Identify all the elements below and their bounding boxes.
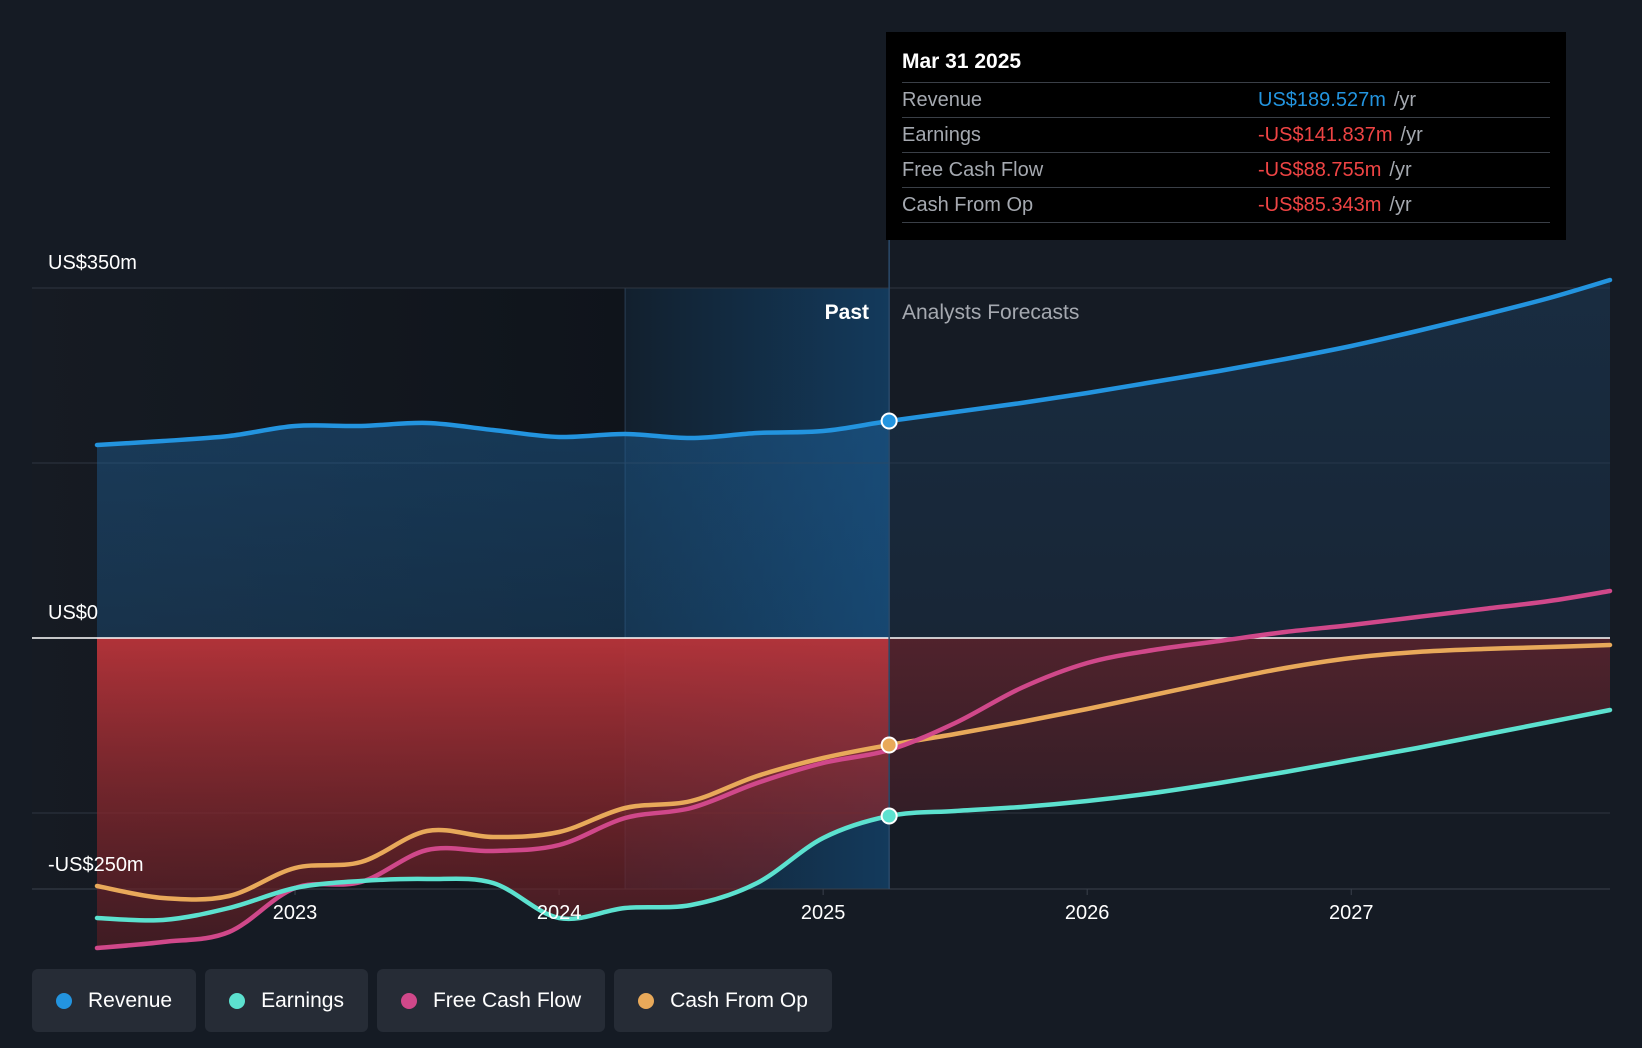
tooltip-date: Mar 31 2025 (902, 50, 1022, 73)
tooltip-row-value: US$189.527m (1258, 89, 1386, 111)
tooltip-row-label: Revenue (902, 89, 983, 111)
negative-area-forecast (889, 638, 1610, 817)
x-tick-label: 2026 (1064, 902, 1110, 924)
legend-item-revenue[interactable]: Revenue (32, 969, 197, 1032)
tooltip: Mar 31 2025 Revenue US$189.527m/yr Earning… (886, 32, 1566, 240)
legend-label: Cash From Op (670, 988, 808, 1012)
cash-from-op-line (94, 642, 1613, 902)
hover-markers (880, 412, 898, 825)
x-tick-label: 2024 (536, 902, 582, 924)
revenue-marker (880, 412, 898, 430)
revenue-line (94, 277, 1613, 448)
legend-dot-icon (56, 992, 72, 1009)
legend-item-free-cash-flow[interactable]: Free Cash Flow (376, 969, 606, 1032)
legend-label: Revenue (88, 988, 173, 1012)
x-tick-label: 2023 (272, 902, 318, 924)
x-tick-label: 2025 (800, 902, 846, 924)
tooltip-row-label: Free Cash Flow (902, 159, 1044, 181)
tooltip-row-label: Earnings (902, 124, 981, 146)
tooltip-row-value: -US$88.755m (1258, 159, 1382, 181)
legend-label: Free Cash Flow (432, 988, 582, 1012)
series-lines (94, 277, 1613, 951)
tooltip-row-value: -US$141.837m (1258, 124, 1393, 146)
y-tick-label-bottom: -US$250m (48, 854, 144, 876)
tooltip-row-value: -US$85.343m (1258, 194, 1382, 216)
legend-dot-icon (400, 992, 417, 1009)
tooltip-row: Revenue US$189.527m/yr (902, 82, 1550, 117)
legend: Revenue Earnings Free Cash Flow Cash From O… (32, 969, 832, 1032)
cash-from-op-marker (880, 736, 898, 754)
area-fills (32, 240, 1610, 948)
tooltip-row-label: Cash From Op (902, 194, 1034, 216)
tooltip-row-unit: /yr (1393, 89, 1417, 111)
tooltip-rows: Revenue US$189.527m/yr Earnings -US$141.837… (902, 82, 1550, 223)
revenue-area-past (97, 421, 890, 638)
legend-label: Earnings (261, 988, 344, 1012)
y-tick-label-top: US$350m (48, 252, 137, 274)
tooltip-row-unit: /yr (1389, 159, 1412, 181)
legend-dot-icon (229, 992, 246, 1009)
tooltip-row: Free Cash Flow -US$88.755m/yr (902, 152, 1550, 187)
forecast-label: Analysts Forecasts (902, 301, 1080, 324)
tooltip-row: Earnings -US$141.837m/yr (902, 117, 1550, 152)
tooltip-row-unit: /yr (1389, 194, 1412, 216)
revenue-area-forecast (889, 280, 1610, 638)
y-tick-label-zero: US$0 (48, 602, 99, 624)
tooltip-row-unit: /yr (1400, 124, 1423, 146)
negative-area-past (97, 638, 890, 948)
x-tick-label: 2027 (1328, 902, 1374, 924)
free-cash-flow-line (94, 588, 1613, 951)
earnings-marker (880, 807, 898, 825)
earnings-line (94, 707, 1613, 923)
legend-item-cash-from-op[interactable]: Cash From Op (614, 969, 832, 1032)
legend-item-earnings[interactable]: Earnings (205, 969, 368, 1032)
past-label: Past (824, 301, 869, 324)
tooltip-row: Cash From Op -US$85.343m/yr (902, 187, 1550, 223)
legend-dot-icon (638, 992, 655, 1009)
